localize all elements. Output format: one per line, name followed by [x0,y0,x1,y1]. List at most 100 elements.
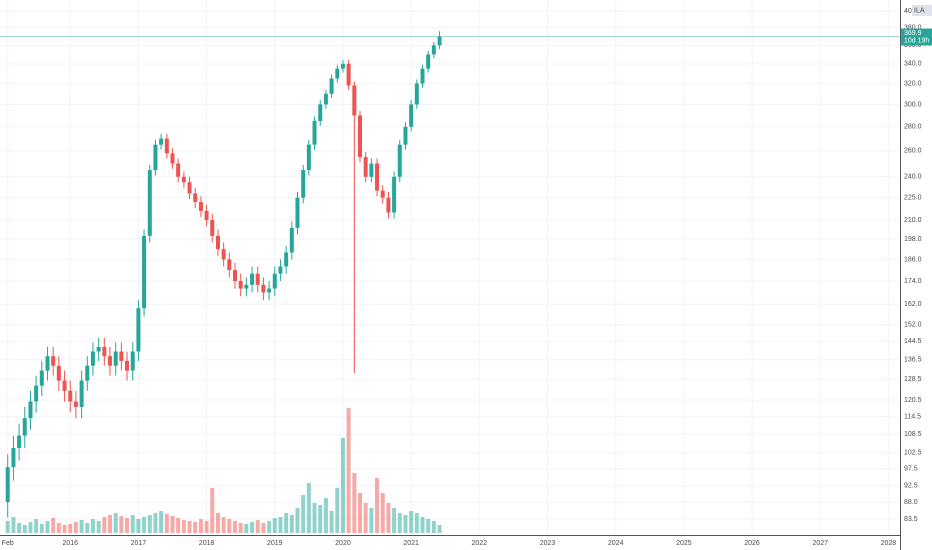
candle-body [85,365,90,381]
volume-bar [147,515,152,533]
candle-body [233,270,238,282]
candle-body [397,144,402,177]
candle-body [358,115,362,158]
volume-bar [244,524,249,533]
volume-bar [272,518,277,533]
candle-body [380,190,385,198]
volume-bar [198,519,203,533]
grid [0,0,900,535]
volume-bar [221,517,226,533]
candle-body [5,467,10,503]
x-tick-label: 2023 [540,540,556,547]
y-tick-label: 136.5 [904,357,922,364]
candle-body [56,365,61,381]
candle-body [107,356,112,366]
volume-bar [227,519,232,533]
y-tick-label: 340.0 [904,61,922,68]
candle-body [34,385,39,402]
volume-bar [420,517,425,533]
y-tick-label: 108.5 [904,431,922,438]
candle-body [153,144,158,171]
x-tick-label: 2016 [62,540,78,547]
candle-body [210,220,215,236]
candle-body [250,273,255,285]
candle-body [295,197,300,228]
candle-body [272,273,277,289]
candle-body [28,401,33,419]
candle-body [375,163,380,191]
candle-body [284,252,289,267]
y-tick-label: 198.0 [904,236,922,243]
volume-bar [51,518,56,533]
y-tick-label: 120.5 [904,397,922,404]
volume-bar [107,515,112,533]
y-tick-label: 97.5 [904,466,918,473]
volume-bar [323,498,328,533]
volume-bar [17,523,22,533]
volume-bar [255,520,260,533]
x-tick-label: 2017 [131,540,147,547]
y-tick-label: 114.5 [904,414,921,421]
y-tick-label: 240.0 [904,174,922,181]
x-tick-label: Feb [2,540,14,547]
y-tick-label: 92.5 [904,483,918,490]
candle-body [102,346,107,357]
volume-bar [28,522,33,533]
volume-bar [437,525,442,533]
y-tick-label: 320.0 [904,80,922,87]
candle-body [11,447,16,468]
candle-body [45,356,50,371]
volume-bar [119,516,124,533]
candle-body [198,202,203,211]
volume-bar [426,519,431,533]
candle-body [403,126,408,145]
y-tick-label: 225.0 [904,195,922,202]
volume-bar [62,525,67,533]
x-tick-label: 2027 [812,540,828,547]
volume-bar [204,521,209,533]
volume-bar [68,524,73,533]
candle-body [68,390,73,402]
candle-body [340,63,345,69]
candle-body [431,45,436,55]
volume-bar [312,503,317,533]
candle-body [119,351,124,361]
candle-body [62,380,67,391]
volume-bar [414,513,419,533]
volume-bar [363,503,368,533]
volume-bar [193,522,198,533]
candle-body [159,138,164,145]
candle-body [136,308,141,352]
candle-body [181,176,186,183]
symbol-tag [912,5,932,16]
candle-body [221,249,226,260]
volume-bar [187,521,192,533]
y-tick-label: 162.0 [904,301,922,308]
x-tick-label: 2021 [403,540,419,547]
y-tick-label: 280.0 [904,124,922,131]
volume-bar [210,488,215,533]
x-tick-label: 2019 [267,540,283,547]
candle-body [187,182,192,194]
volume-bar [5,521,10,533]
y-tick-label: 144.5 [904,338,922,345]
candle-body [426,54,431,69]
volume-bar [369,508,374,533]
volume-bar [386,503,391,533]
volume-bar [102,517,107,533]
volume-bar [164,514,169,533]
y-tick-label: 83.5 [904,516,918,523]
candle-body [176,163,181,177]
volume-bar [39,524,44,533]
candle-body [147,170,152,236]
volume-bar [79,520,84,533]
volume-bar [380,493,385,533]
y-tick-label: 300.0 [904,101,922,108]
volume-bar [403,515,408,533]
candle-body [96,346,101,352]
candle-body [323,93,328,105]
symbol-label: ILA [914,7,925,14]
volume-bar [73,522,78,533]
candle-body [278,266,283,274]
volume-bar [233,521,238,533]
